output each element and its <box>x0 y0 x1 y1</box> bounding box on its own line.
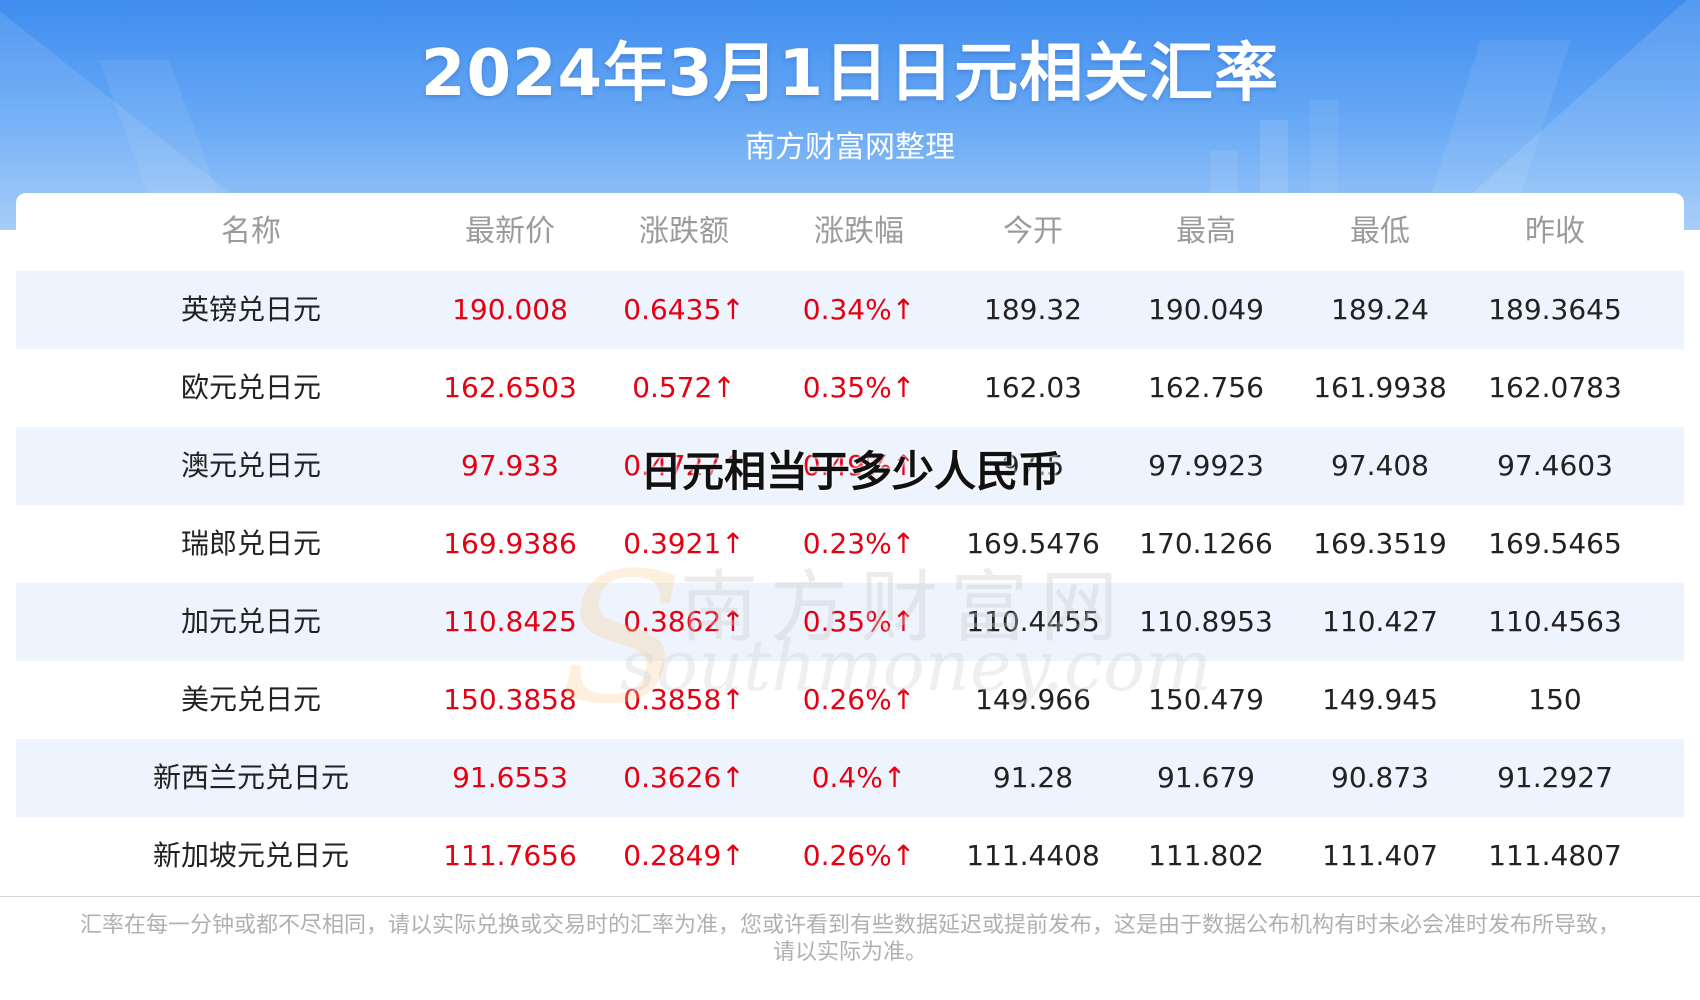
change-percent: 0.35%↑ <box>802 605 916 638</box>
page-subtitle: 南方财富网整理 <box>745 130 955 165</box>
high-price: 110.8953 <box>1139 605 1273 638</box>
low-price: 149.945 <box>1322 683 1438 716</box>
change-percent: 0.26%↑ <box>802 683 916 716</box>
change-amount: 0.6435↑ <box>623 293 745 326</box>
high-price: 190.049 <box>1148 293 1264 326</box>
column-header-prev-close: 昨收 <box>1525 214 1585 249</box>
change-percent: 0.23%↑ <box>802 527 916 560</box>
column-header-open: 今开 <box>1003 214 1063 249</box>
open-price: 110.4455 <box>966 605 1100 638</box>
pair-name: 新西兰元兑日元 <box>152 761 349 794</box>
high-price: 162.756 <box>1148 371 1264 404</box>
change-amount: 0.3858↑ <box>623 683 745 716</box>
pair-name: 澳元兑日元 <box>180 449 321 482</box>
latest-price: 162.6503 <box>443 371 577 404</box>
table-header: 名称 最新价 涨跌额 涨跌幅 今开 最高 最低 昨收 <box>16 193 1684 271</box>
pair-name: 瑞郎兑日元 <box>180 527 321 560</box>
latest-price: 190.008 <box>452 293 568 326</box>
change-percent: 0.34%↑ <box>802 293 916 326</box>
pair-name: 英镑兑日元 <box>180 293 321 326</box>
change-amount: 0.4727↑ <box>623 449 745 482</box>
low-price: 110.427 <box>1322 605 1438 638</box>
high-price: 170.1266 <box>1139 527 1273 560</box>
open-price: 169.5476 <box>966 527 1100 560</box>
prev-close: 162.0783 <box>1488 371 1622 404</box>
table-row: 欧元兑日元 162.6503 0.572↑ 0.35%↑ 162.03 162.… <box>16 349 1684 427</box>
low-price: 111.407 <box>1322 839 1438 872</box>
high-price: 91.679 <box>1157 761 1255 794</box>
column-header-name: 名称 <box>221 214 281 249</box>
change-percent: 0.35%↑ <box>802 371 916 404</box>
column-header-low: 最低 <box>1350 214 1410 249</box>
open-price: 91.28 <box>992 761 1074 794</box>
pair-name: 欧元兑日元 <box>180 371 321 404</box>
table-row: 新西兰元兑日元 91.6553 0.3626↑ 0.4%↑ 91.28 91.6… <box>16 739 1684 817</box>
latest-price: 91.6553 <box>452 761 568 794</box>
low-price: 189.24 <box>1331 293 1429 326</box>
footer-disclaimer: 汇率在每一分钟或都不尽相同，请以实际兑换或交易时的汇率为准，您或许看到有些数据延… <box>79 913 1620 965</box>
pair-name: 新加坡元兑日元 <box>152 839 349 872</box>
high-price: 111.802 <box>1148 839 1264 872</box>
change-amount: 0.3626↑ <box>623 761 745 794</box>
prev-close: 91.2927 <box>1497 761 1613 794</box>
latest-price: 111.7656 <box>443 839 577 872</box>
column-header-change: 涨跌额 <box>639 214 729 249</box>
table-row: 澳元兑日元 97.933 0.4727↑ 0.49%↑ 97.5 97.9923… <box>16 427 1684 505</box>
change-percent: 0.26%↑ <box>802 839 916 872</box>
latest-price: 169.9386 <box>443 527 577 560</box>
table-row: 瑞郎兑日元 169.9386 0.3921↑ 0.23%↑ 169.5476 1… <box>16 505 1684 583</box>
high-price: 97.9923 <box>1148 449 1264 482</box>
open-price: 97.5 <box>1001 449 1065 482</box>
high-price: 150.479 <box>1148 683 1264 716</box>
table-row: 新加坡元兑日元 111.7656 0.2849↑ 0.26%↑ 111.4408… <box>16 817 1684 895</box>
overlay-caption: 日元相当于多少人民币 <box>639 447 1060 496</box>
low-price: 97.408 <box>1331 449 1429 482</box>
banner-decoration <box>0 0 290 230</box>
pair-name: 加元兑日元 <box>180 605 321 638</box>
open-price: 162.03 <box>984 371 1082 404</box>
table-row: 英镑兑日元 190.008 0.6435↑ 0.34%↑ 189.32 190.… <box>16 271 1684 349</box>
open-price: 189.32 <box>984 293 1082 326</box>
latest-price: 150.3858 <box>443 683 577 716</box>
prev-close: 150 <box>1528 683 1582 716</box>
banner-decoration <box>1420 0 1700 230</box>
open-price: 149.966 <box>975 683 1091 716</box>
pair-name: 美元兑日元 <box>180 683 321 716</box>
column-header-change-pct: 涨跌幅 <box>814 214 904 249</box>
rate-table: 名称 最新价 涨跌额 涨跌幅 今开 最高 最低 昨收 英镑兑日元 190.008… <box>16 193 1684 897</box>
prev-close: 110.4563 <box>1488 605 1622 638</box>
change-amount: 0.2849↑ <box>623 839 745 872</box>
footer-divider <box>0 896 1700 897</box>
latest-price: 110.8425 <box>443 605 577 638</box>
table-row: 加元兑日元 110.8425 0.3862↑ 0.35%↑ 110.4455 1… <box>16 583 1684 661</box>
open-price: 111.4408 <box>966 839 1100 872</box>
prev-close: 111.4807 <box>1488 839 1622 872</box>
prev-close: 97.4603 <box>1497 449 1613 482</box>
change-percent: 0.49%↑ <box>802 449 916 482</box>
low-price: 161.9938 <box>1313 371 1447 404</box>
header-banner: 2024年3月1日日元相关汇率 南方财富网整理 <box>0 0 1700 230</box>
change-percent: 0.4%↑ <box>811 761 907 794</box>
table-row: 美元兑日元 150.3858 0.3858↑ 0.26%↑ 149.966 15… <box>16 661 1684 739</box>
column-header-high: 最高 <box>1176 214 1236 249</box>
change-amount: 0.3921↑ <box>623 527 745 560</box>
change-amount: 0.3862↑ <box>623 605 745 638</box>
latest-price: 97.933 <box>461 449 559 482</box>
change-amount: 0.572↑ <box>632 371 736 404</box>
page-title: 2024年3月1日日元相关汇率 <box>420 37 1280 111</box>
prev-close: 169.5465 <box>1488 527 1622 560</box>
low-price: 90.873 <box>1331 761 1429 794</box>
low-price: 169.3519 <box>1313 527 1447 560</box>
column-header-latest: 最新价 <box>465 214 555 249</box>
prev-close: 189.3645 <box>1488 293 1622 326</box>
